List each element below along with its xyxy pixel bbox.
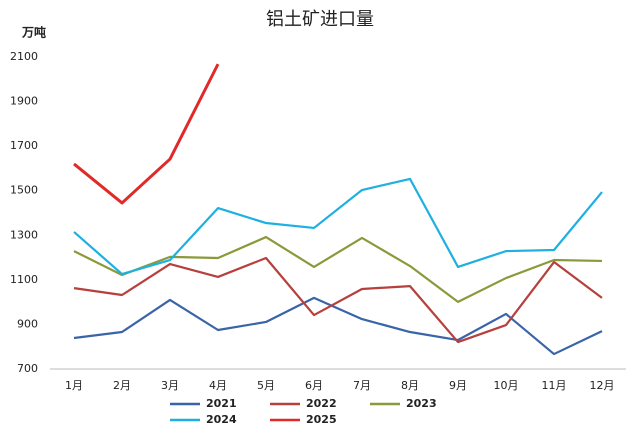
y-tick-label: 1900: [10, 95, 38, 108]
y-tick-label: 1300: [10, 228, 38, 241]
legend-label: 2021: [206, 397, 237, 410]
legend-label: 2022: [306, 397, 337, 410]
x-tick-label: 1月: [65, 379, 83, 392]
x-tick-label: 8月: [401, 379, 419, 392]
x-tick-label: 5月: [257, 379, 275, 392]
chart-title: 铝土矿进口量: [266, 9, 374, 30]
y-tick-label: 1100: [10, 273, 38, 286]
y-tick-label: 700: [17, 362, 38, 375]
x-tick-label: 4月: [209, 379, 227, 392]
legend-label: 2023: [406, 397, 437, 410]
y-tick-label: 900: [17, 317, 38, 330]
x-tick-label: 11月: [542, 379, 567, 392]
y-axis-label: 万吨: [21, 25, 46, 40]
x-tick-label: 6月: [305, 379, 323, 392]
y-tick-label: 1500: [10, 184, 38, 197]
x-tick-label: 12月: [590, 379, 615, 392]
series-line: [73, 177, 603, 276]
series-line: [73, 296, 603, 356]
y-tick-label: 1700: [10, 139, 38, 152]
y-tick-label: 2100: [10, 50, 38, 63]
series-line: [73, 256, 603, 344]
legend-label: 2025: [306, 413, 337, 426]
x-tick-label: 2月: [113, 379, 131, 392]
legend-label: 2024: [206, 413, 237, 426]
series-line: [73, 235, 603, 304]
series-line: [73, 63, 220, 205]
x-tick-label: 9月: [449, 379, 467, 392]
x-tick-label: 3月: [161, 379, 179, 392]
x-tick-label: 10月: [494, 379, 519, 392]
x-tick-label: 7月: [353, 379, 371, 392]
